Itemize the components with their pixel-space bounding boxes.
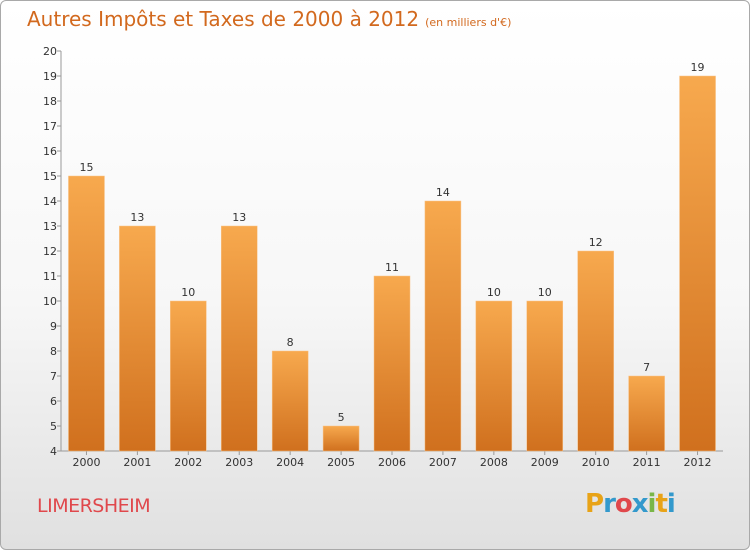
chart-unit: (en milliers d'€)	[425, 16, 512, 29]
x-tick-label: 2004	[276, 456, 304, 469]
x-tick-label: 2010	[582, 456, 610, 469]
x-tick-label: 2005	[327, 456, 355, 469]
x-tick-label: 2009	[531, 456, 559, 469]
proxiti-logo[interactable]: Proxiti	[585, 489, 676, 519]
y-tick-label: 16	[43, 145, 57, 158]
chart-title-text: Autres Impôts et Taxes de 2000 à 2012	[27, 7, 420, 31]
x-tick-label: 2002	[174, 456, 202, 469]
y-tick-label: 17	[43, 120, 57, 133]
y-tick-label: 13	[43, 220, 57, 233]
y-tick-label: 6	[50, 395, 57, 408]
x-tick-label: 2000	[72, 456, 100, 469]
bar[interactable]	[424, 200, 462, 452]
logo-letter: P	[585, 489, 604, 519]
data-label: 10	[538, 286, 552, 299]
x-tick-label: 2003	[225, 456, 253, 469]
data-label: 8	[287, 336, 294, 349]
y-tick-label: 8	[50, 345, 57, 358]
y-tick-label: 4	[50, 445, 57, 458]
x-tick-label: 2012	[684, 456, 712, 469]
logo-letter: t	[655, 489, 667, 519]
bar[interactable]	[373, 275, 411, 452]
data-label: 13	[130, 211, 144, 224]
bar[interactable]	[475, 300, 513, 452]
logo-letter: x	[631, 489, 649, 519]
y-tick-label: 12	[43, 245, 57, 258]
bar[interactable]	[679, 75, 716, 452]
bar[interactable]	[526, 300, 564, 452]
bar[interactable]	[628, 375, 665, 452]
y-tick-label: 11	[43, 270, 57, 283]
y-tick-label: 15	[43, 170, 57, 183]
data-label: 19	[691, 61, 705, 74]
data-label: 11	[385, 261, 399, 274]
y-tick-label: 18	[43, 95, 57, 108]
y-tick-label: 5	[50, 420, 57, 433]
x-tick-label: 2008	[480, 456, 508, 469]
logo-letter: i	[647, 489, 657, 519]
x-tick-label: 2011	[633, 456, 661, 469]
commune-name: LIMERSHEIM	[37, 495, 151, 517]
bar[interactable]	[119, 225, 156, 452]
y-tick-label: 10	[43, 295, 57, 308]
y-tick-label: 7	[50, 370, 57, 383]
data-label: 14	[436, 186, 450, 199]
x-tick-label: 2001	[123, 456, 151, 469]
y-tick-label: 19	[43, 70, 57, 83]
data-label: 10	[181, 286, 195, 299]
x-tick-label: 2006	[378, 456, 406, 469]
chart-title: Autres Impôts et Taxes de 2000 à 2012 (en…	[27, 7, 511, 31]
logo-letter: i	[666, 489, 676, 519]
y-tick-label: 14	[43, 195, 57, 208]
data-label: 12	[589, 236, 603, 249]
bar[interactable]	[271, 350, 309, 452]
data-label: 13	[232, 211, 246, 224]
bar[interactable]	[577, 250, 614, 452]
logo-letter: o	[614, 489, 633, 519]
bar[interactable]	[322, 425, 360, 452]
x-tick-label: 2007	[429, 456, 457, 469]
bar[interactable]	[220, 225, 258, 452]
bar[interactable]	[68, 175, 105, 452]
data-label: 5	[338, 411, 345, 424]
data-label: 7	[643, 361, 650, 374]
bar[interactable]	[170, 300, 207, 452]
logo-letter: r	[603, 489, 616, 519]
y-tick-label: 20	[43, 45, 57, 58]
data-label: 10	[487, 286, 501, 299]
y-tick-label: 9	[50, 320, 57, 333]
data-label: 15	[79, 161, 93, 174]
